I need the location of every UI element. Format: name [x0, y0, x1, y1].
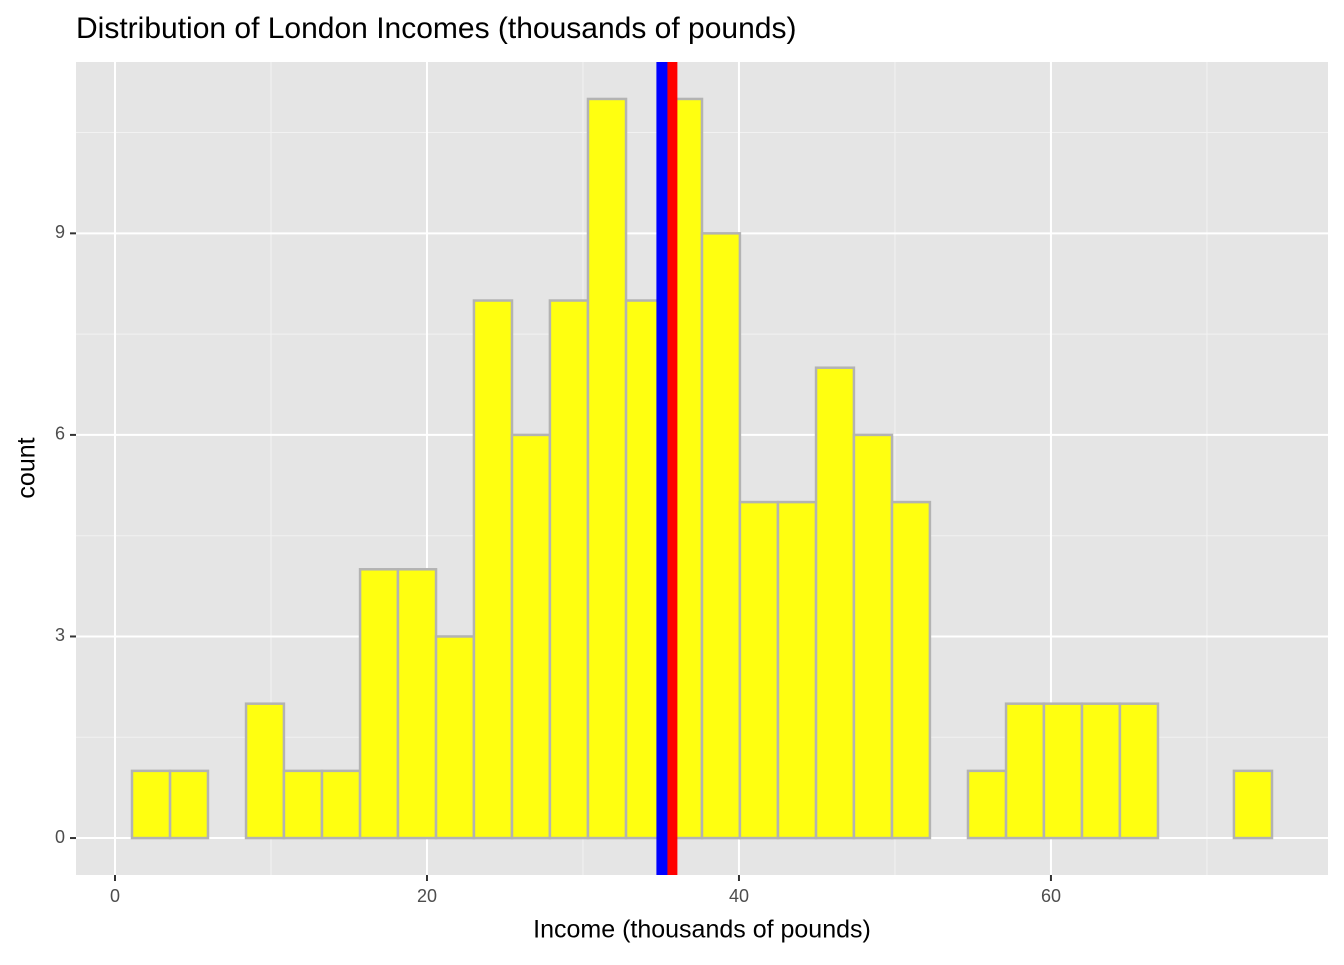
bar: [1118, 702, 1160, 840]
bar: [966, 769, 1008, 840]
x-tick-label: 40: [729, 886, 749, 906]
chart-title: Distribution of London Incomes (thousand…: [76, 12, 796, 45]
bar: [700, 232, 742, 840]
y-tick-label: 6: [55, 424, 65, 444]
y-axis-label: count: [13, 437, 41, 498]
bar: [852, 433, 894, 840]
x-tick-label: 60: [1041, 886, 1061, 906]
bar: [472, 299, 514, 840]
bar: [890, 500, 932, 840]
bar: [1232, 769, 1274, 840]
bar: [282, 769, 324, 840]
bar: [776, 500, 818, 840]
bar: [434, 635, 476, 840]
bar: [1080, 702, 1122, 840]
bar: [320, 769, 362, 840]
x-tick-label: 0: [110, 886, 120, 906]
bar: [358, 568, 400, 840]
x-tick-label: 20: [417, 886, 437, 906]
y-tick-label: 9: [55, 222, 65, 242]
bar: [586, 97, 628, 840]
bar: [814, 366, 856, 840]
bar: [510, 433, 552, 840]
x-axis-label: Income (thousands of pounds): [533, 916, 871, 944]
bar: [244, 702, 286, 840]
y-tick-label: 0: [55, 827, 65, 847]
bar: [548, 299, 590, 840]
bar: [1042, 702, 1084, 840]
bar: [168, 769, 210, 840]
bar: [1004, 702, 1046, 840]
bar: [130, 769, 172, 840]
y-tick-label: 3: [55, 625, 65, 645]
bar: [738, 500, 780, 840]
bar: [396, 568, 438, 840]
